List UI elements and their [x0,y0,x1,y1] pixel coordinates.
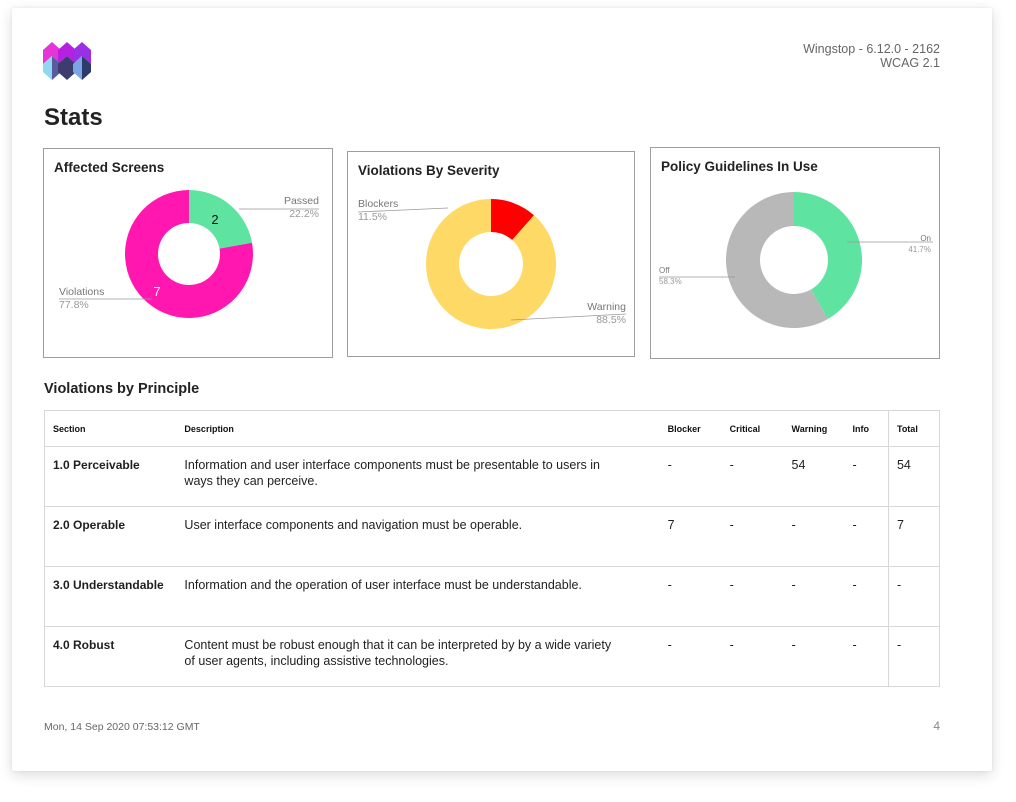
column-header: Info [844,410,889,447]
section-title: Violations by Principle [44,381,200,397]
description-cell: Information and user interface component… [184,446,660,507]
donut-slice-on [794,192,862,319]
violations-by-severity-donut [357,199,627,329]
info-cell: - [844,626,889,687]
column-header: Critical [721,410,784,447]
off-label: Off 58.3% [659,266,682,286]
column-header: Section [44,410,185,447]
critical-cell: - [721,566,784,627]
page-title: Stats [44,104,103,131]
donut-slice-warning [426,199,556,329]
critical-cell: - [721,626,784,687]
critical-cell: - [721,446,784,507]
policy-guidelines-card: Policy Guidelines In Use On 41.7% Off 58… [650,147,940,359]
column-header: Blocker [659,410,722,447]
on-label: On 41.7% [908,234,931,254]
description-cell: User interface components and navigation… [184,506,660,567]
wcag-standard: WCAG 2.1 [880,56,940,70]
blockers-label: Blockers 11.5% [358,198,399,223]
blockers-leader-line [357,207,449,213]
blocker-cell: - [659,446,722,507]
table-header-row: Section Description Blocker Critical War… [44,410,940,447]
policy-guidelines-donut [659,192,933,328]
donut-slice-passed [189,190,253,249]
warning-cell: 54 [783,446,845,507]
passed-label: Passed 22.2% [283,195,319,220]
affected-screens-card: Affected Screens 2 7 Passed 22.2% Violat… [43,148,333,358]
table-row: 1.0 Perceivable Information and user int… [44,446,940,507]
warning-cell: - [783,566,845,627]
section-cell: 3.0 Understandable [44,566,185,627]
info-cell: - [844,506,889,567]
donut-slice-blockers [491,199,534,240]
info-cell: - [844,566,889,627]
donut-slices [726,192,862,328]
page-number: 4 [933,719,940,733]
section-cell: 4.0 Robust [44,626,185,687]
donut-slice-off [726,192,828,328]
description-cell: Information and the operation of user in… [184,566,660,627]
passed-count-label: 2 [211,212,218,227]
table-row: 3.0 Understandable Information and the o… [44,566,940,627]
app-version: Wingstop - 6.12.0 - 2162 [803,42,940,56]
blocker-cell: 7 [659,506,722,567]
total-cell: 54 [887,446,940,507]
violations-by-principle-table: Section Description Blocker Critical War… [44,410,940,687]
report-meta: Wingstop - 6.12.0 - 2162 WCAG 2.1 [803,42,940,70]
total-cell: - [887,566,940,627]
blocker-cell: - [659,566,722,627]
description-cell: Content must be robust enough that it ca… [184,626,660,687]
card-title: Policy Guidelines In Use [661,159,818,174]
warning-leader-line [510,313,627,321]
card-title: Violations By Severity [358,163,500,178]
generated-date: Mon, 14 Sep 2020 07:53:12 GMT [44,721,200,733]
report-page: Wingstop - 6.12.0 - 2162 WCAG 2.1 Stats … [12,8,992,771]
violations-by-severity-card: Violations By Severity Blockers 11.5% Wa… [347,151,635,357]
total-cell: 7 [887,506,940,567]
card-title: Affected Screens [54,160,165,175]
total-cell: - [887,626,940,687]
violations-label: Violations 77.8% [59,286,105,311]
section-cell: 1.0 Perceivable [44,446,185,507]
brand-logo-icon [43,42,91,80]
warning-cell: - [783,626,845,687]
blocker-cell: - [659,626,722,687]
donut-slices [426,199,556,329]
donut-slices [124,190,253,318]
column-header: Total [887,410,940,447]
table-row: 2.0 Operable User interface components a… [44,506,940,567]
critical-cell: - [721,506,784,567]
warning-cell: - [783,506,845,567]
info-cell: - [844,446,889,507]
column-header: Description [184,410,660,447]
affected-screens-donut: 2 7 [59,190,319,318]
violations-count-label: 7 [153,284,160,299]
warning-label: Warning 88.5% [587,301,626,326]
donut-slice-violations [124,190,253,318]
section-cell: 2.0 Operable [44,506,185,567]
column-header: Warning [783,410,845,447]
table-row: 4.0 Robust Content must be robust enough… [44,626,940,687]
